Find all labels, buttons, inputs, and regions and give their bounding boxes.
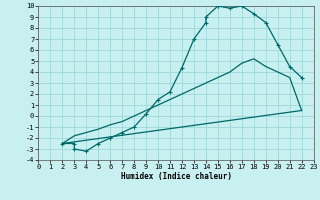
X-axis label: Humidex (Indice chaleur): Humidex (Indice chaleur) [121,172,231,181]
